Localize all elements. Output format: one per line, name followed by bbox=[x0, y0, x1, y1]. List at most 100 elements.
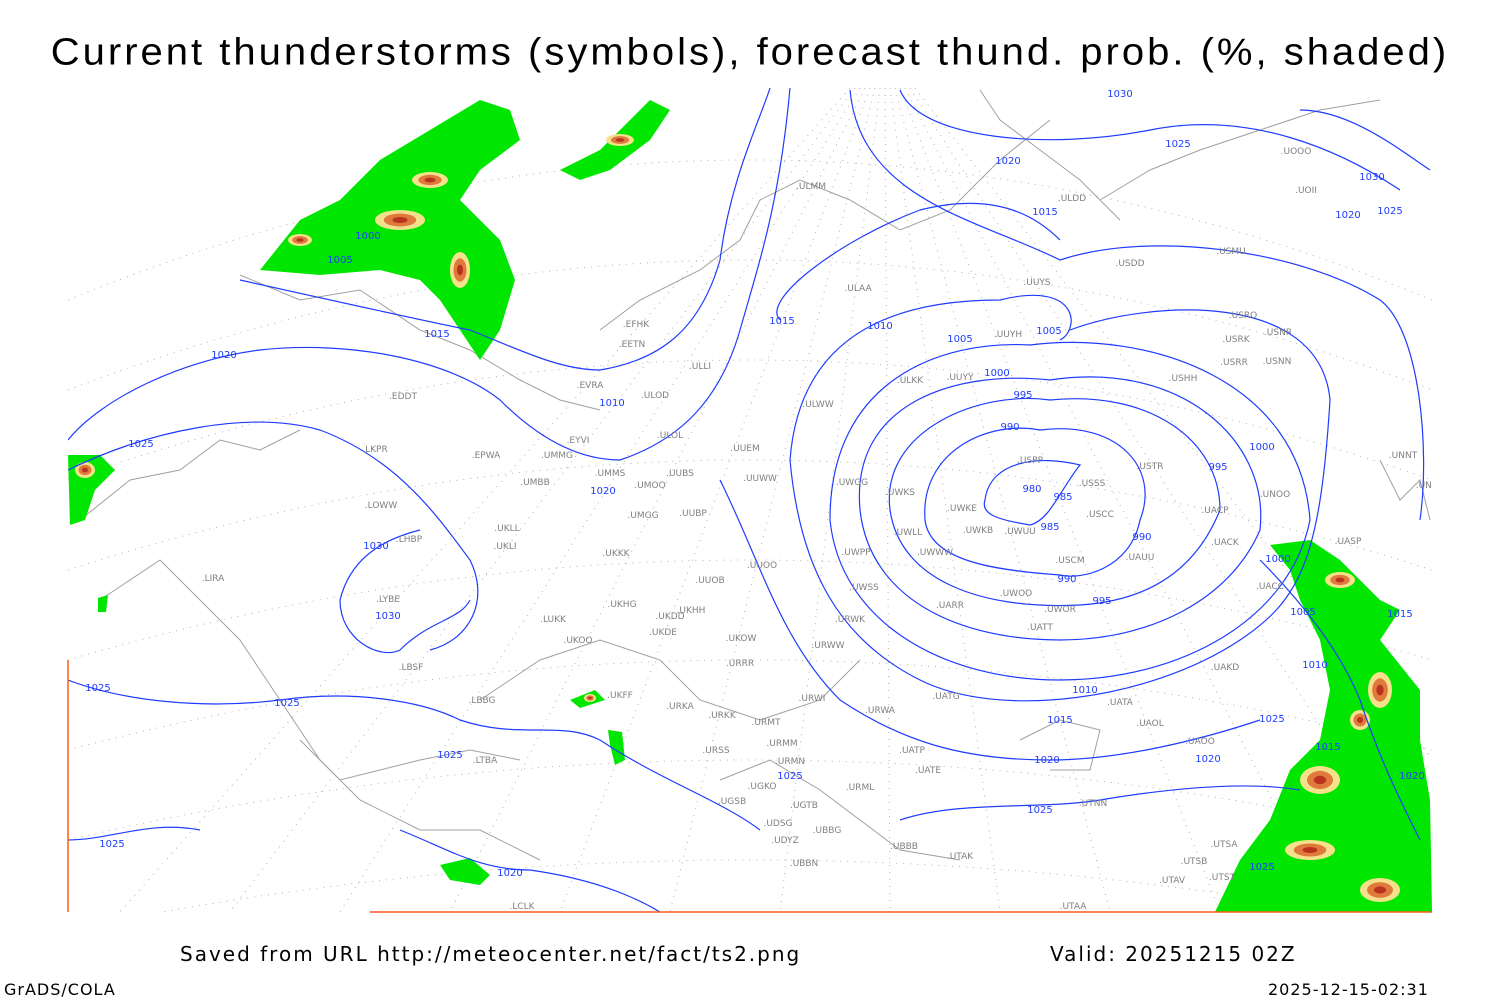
isobar-label: 1005 bbox=[327, 255, 352, 266]
station-label: .USSS bbox=[1079, 479, 1106, 489]
station-label: .USCM bbox=[1055, 556, 1084, 566]
isobar-label: 1025 bbox=[1165, 139, 1190, 150]
station-label: .LTBA bbox=[473, 756, 498, 766]
isobar-label: 1025 bbox=[1027, 805, 1052, 816]
station-label: .URSS bbox=[702, 746, 729, 756]
station-label: .LUKK bbox=[540, 615, 567, 625]
parallel bbox=[68, 259, 1432, 391]
meridian bbox=[449, 88, 866, 912]
station-label: .LHBP bbox=[396, 535, 423, 545]
station-label: .EETN bbox=[619, 340, 645, 350]
coastline bbox=[239, 274, 601, 411]
isobar-label: 1025 bbox=[274, 698, 299, 709]
station-label: .UTSA bbox=[1211, 840, 1239, 850]
station-label: .UUOB bbox=[695, 576, 724, 586]
station-label: .UKFF bbox=[607, 691, 633, 701]
coastline bbox=[99, 559, 541, 861]
station-label: .EYVI bbox=[567, 436, 590, 446]
station-label: .LOWW bbox=[365, 501, 398, 511]
isobar-label: 990 bbox=[1000, 422, 1019, 433]
coastline bbox=[79, 429, 301, 521]
station-label: .ULKK bbox=[897, 376, 924, 386]
station-label: .UASP bbox=[1335, 537, 1362, 547]
isobar bbox=[849, 89, 1425, 521]
isobar-labels: 980 985 990 995 1000 1005 1015 1020 1025 1000 1005… bbox=[85, 89, 1424, 879]
thunderstorm-prob-max-area bbox=[424, 177, 436, 183]
isobar-label: 985 bbox=[1040, 522, 1059, 533]
isobar-label: 1025 bbox=[85, 683, 110, 694]
isobar-label: 1015 bbox=[1315, 742, 1340, 753]
isobar bbox=[1259, 559, 1421, 841]
station-label: .USPP bbox=[1017, 456, 1044, 466]
station-label: .UUWW bbox=[743, 474, 777, 484]
station-label: .UOOO bbox=[1281, 147, 1312, 157]
meridian bbox=[559, 88, 871, 912]
isobar-label: 1025 bbox=[128, 439, 153, 450]
isobar-label: 1025 bbox=[1377, 206, 1402, 217]
station-label: .UTST bbox=[1209, 873, 1236, 883]
isobar-label: 1000 bbox=[355, 231, 380, 242]
station-label: .UNOO bbox=[1260, 490, 1290, 500]
isobar-label: 1025 bbox=[99, 839, 124, 850]
station-label: .UBBN bbox=[790, 859, 819, 869]
isobar bbox=[68, 679, 761, 831]
meridian bbox=[899, 88, 1221, 912]
station-label: .UKOW bbox=[726, 634, 757, 644]
station-label: .UNNT bbox=[1389, 451, 1418, 461]
station-label: .URWK bbox=[835, 615, 866, 625]
isobar bbox=[339, 529, 471, 654]
station-label: .UACP bbox=[1201, 506, 1229, 516]
station-label: .UMBB bbox=[520, 478, 550, 488]
station-label: .LCLK bbox=[509, 902, 535, 912]
thunderstorm-prob-max-area bbox=[82, 467, 88, 473]
station-label: .UWGG bbox=[836, 478, 868, 488]
isobar-label: 1030 bbox=[363, 541, 388, 552]
isobar-label: 1005 bbox=[947, 334, 972, 345]
isobar-label: 1010 bbox=[599, 398, 624, 409]
station-label: .URWI bbox=[799, 694, 826, 704]
isobar-label: 995 bbox=[1013, 390, 1032, 401]
station-label: .USRR bbox=[1220, 358, 1248, 368]
thunderstorm-prob-max-area bbox=[1314, 775, 1326, 785]
station-label: .UDSG bbox=[763, 819, 792, 829]
isobar-label: 1005 bbox=[1036, 326, 1061, 337]
isobar bbox=[899, 89, 1401, 191]
isobar-label: 1025 bbox=[777, 771, 802, 782]
station-label: .UUOO bbox=[747, 561, 777, 571]
thunderstorm-prob-max-area bbox=[1376, 684, 1384, 696]
isobar bbox=[789, 294, 1331, 702]
coastlines bbox=[79, 89, 1431, 861]
coastline bbox=[719, 759, 961, 861]
isobar-label: 1010 bbox=[1072, 685, 1097, 696]
station-label: .UMOO bbox=[634, 481, 665, 491]
station-label: .UUBS bbox=[666, 469, 694, 479]
valid-time: Valid: 20251215 02Z bbox=[1050, 942, 1297, 966]
station-label: .URWW bbox=[811, 641, 844, 651]
isobar-label: 1020 bbox=[1335, 210, 1360, 221]
station-label: .UUBP bbox=[679, 509, 707, 519]
thunderstorm-prob-low-area bbox=[608, 730, 625, 765]
station-label: .USDD bbox=[1115, 259, 1144, 269]
thunderstorm-prob-max-area bbox=[1335, 577, 1345, 583]
station-label: .LYBE bbox=[376, 595, 400, 605]
isobar-label: 1020 bbox=[211, 350, 236, 361]
isobar bbox=[68, 421, 479, 651]
meridian bbox=[894, 88, 1111, 912]
station-label: .UACC bbox=[1256, 582, 1284, 592]
station-label: .LBSF bbox=[399, 663, 424, 673]
station-label: .USTR bbox=[1137, 462, 1164, 472]
thunderstorm-probability-shading bbox=[68, 100, 1432, 912]
thunderstorm-prob-max-area bbox=[1302, 847, 1318, 853]
thunderstorm-prob-max-area bbox=[588, 696, 592, 700]
station-label: .UATE bbox=[915, 766, 941, 776]
map-title: Current thunderstorms (symbols), forecas… bbox=[50, 31, 1450, 73]
station-label: .URMN bbox=[775, 757, 805, 767]
station-label: .ULLI bbox=[689, 362, 711, 372]
coastline bbox=[599, 119, 1051, 331]
station-label: .UGKO bbox=[748, 782, 777, 792]
coastline bbox=[479, 639, 861, 721]
isobar-label: 1015 bbox=[424, 329, 449, 340]
station-label: .USRO bbox=[1229, 311, 1258, 321]
station-labels: .EFHK .EETN .EVRA .ULLI .ULOD .EDDT .EYVI .ULOL… bbox=[202, 147, 1432, 912]
station-label: .UTSB bbox=[1181, 857, 1208, 867]
